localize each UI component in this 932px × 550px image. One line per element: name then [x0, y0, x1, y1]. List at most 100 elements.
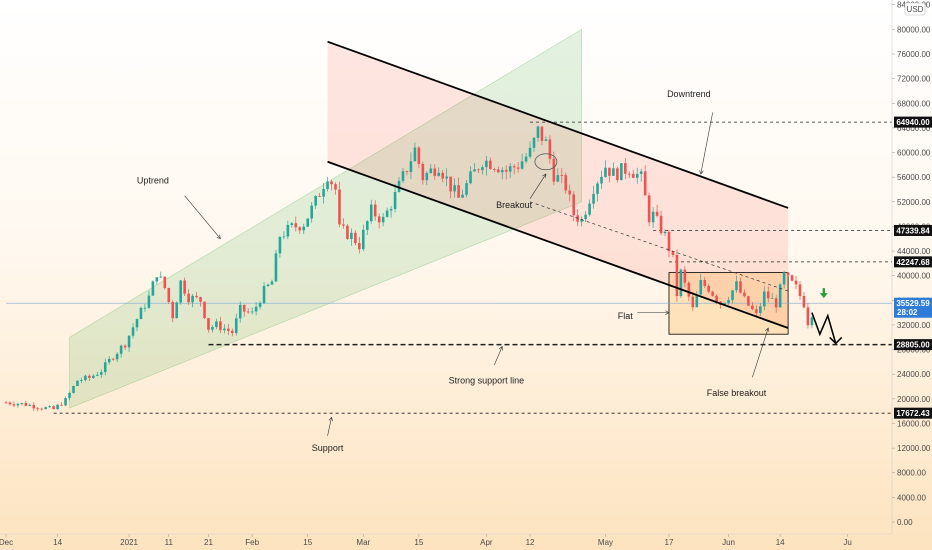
x-tick-label: Jun	[722, 538, 735, 547]
candle-body	[282, 236, 286, 238]
x-tick-label: 11	[165, 538, 174, 547]
candle-body	[461, 194, 464, 198]
candle-body	[659, 215, 663, 234]
candle-body	[465, 183, 468, 195]
x-tick-label: 15	[414, 538, 423, 547]
candle-body	[20, 402, 24, 404]
candle-body	[409, 161, 413, 173]
candle-body	[342, 224, 345, 226]
price-tag	[894, 297, 932, 318]
candle-body	[397, 180, 401, 192]
price-tag-label: 28805.00	[896, 341, 930, 350]
annotation-arrow	[529, 173, 547, 199]
candle-body	[365, 221, 369, 230]
candle-body	[512, 166, 516, 168]
candle-body	[163, 276, 167, 289]
annotation-arrowhead	[699, 170, 704, 175]
candle-body	[64, 397, 67, 406]
candle-body	[377, 216, 381, 223]
candle-body	[616, 168, 619, 181]
candle-body	[766, 291, 770, 299]
candle-body	[401, 171, 405, 181]
candle-body	[798, 284, 802, 296]
currency-badge[interactable]	[904, 2, 926, 16]
candle-body	[608, 167, 611, 176]
candle-body	[683, 269, 687, 283]
candle-body	[139, 307, 143, 320]
candle-body	[354, 232, 357, 244]
y-tick-label: 16000.00	[897, 419, 931, 428]
candle-body	[72, 386, 75, 393]
candle-body	[215, 321, 218, 328]
candle-body	[119, 345, 123, 354]
y-tick-label: 44000.00	[897, 247, 931, 256]
candle-body	[584, 214, 587, 220]
candle-body	[8, 402, 12, 405]
candle-body	[473, 169, 476, 172]
annotation-arrow	[494, 346, 503, 366]
candle-body	[532, 137, 536, 148]
candle-body	[199, 297, 202, 302]
candle-body	[425, 172, 429, 181]
candle-body	[691, 296, 695, 308]
price-tag	[894, 256, 932, 268]
candle-body	[751, 305, 754, 310]
candle-body	[588, 203, 591, 215]
price-tag-label: 64940.00	[896, 118, 930, 127]
price-tag-label: 35529.59	[896, 299, 930, 308]
candle-body	[627, 173, 631, 175]
candle-body	[393, 191, 397, 209]
y-tick-label: 76000.00	[897, 50, 931, 59]
y-tick-label: 60000.00	[897, 149, 931, 158]
candle-body	[596, 183, 599, 194]
x-tick-label: 14	[53, 538, 62, 547]
candle-body	[294, 223, 298, 228]
y-tick-label: 0.00	[897, 518, 913, 527]
candle-body	[747, 296, 750, 306]
candle-body	[556, 175, 560, 182]
y-tick-label: 24000.00	[897, 370, 931, 379]
candle-body	[675, 254, 679, 297]
candle-body	[219, 321, 222, 331]
candle-body	[171, 301, 175, 319]
candle-body	[449, 176, 452, 192]
candle-body	[127, 335, 131, 348]
price-tag-label: 17672.43	[896, 409, 930, 418]
candle-body	[111, 358, 115, 360]
candle-body	[68, 392, 71, 398]
x-tick-label: 12	[526, 538, 535, 547]
candle-body	[731, 290, 734, 301]
candle-body	[524, 156, 528, 162]
candle-body	[508, 166, 512, 172]
candle-body	[338, 189, 341, 225]
candle-body	[36, 408, 40, 410]
candle-body	[131, 327, 135, 336]
candle-body	[743, 292, 746, 297]
candle-body	[493, 169, 496, 170]
candle-body	[92, 375, 95, 378]
candle-body	[604, 167, 607, 177]
candle-body	[496, 169, 500, 173]
candle-body	[489, 160, 492, 170]
candle-body	[540, 126, 544, 141]
x-tick-label: Apr	[480, 538, 493, 547]
candle-body	[723, 302, 726, 305]
candle-body	[453, 185, 456, 192]
x-tick-label: 21	[204, 538, 213, 547]
candle-body	[346, 225, 349, 239]
annotation-arrow	[327, 417, 332, 436]
candle-body	[96, 374, 99, 376]
annotation-label: Breakout	[496, 200, 533, 210]
candle-body	[635, 173, 639, 178]
y-tick-label: 72000.00	[897, 75, 931, 84]
downtrend-resistance-line	[327, 40, 789, 209]
candle-body	[564, 175, 568, 191]
candle-body	[695, 294, 699, 308]
candle-body	[76, 380, 79, 387]
candle-body	[528, 147, 532, 157]
candle-body	[687, 282, 691, 297]
candle-body	[770, 298, 774, 300]
candle-body	[548, 139, 552, 159]
candle-body	[381, 216, 385, 223]
candle-body	[234, 318, 238, 334]
